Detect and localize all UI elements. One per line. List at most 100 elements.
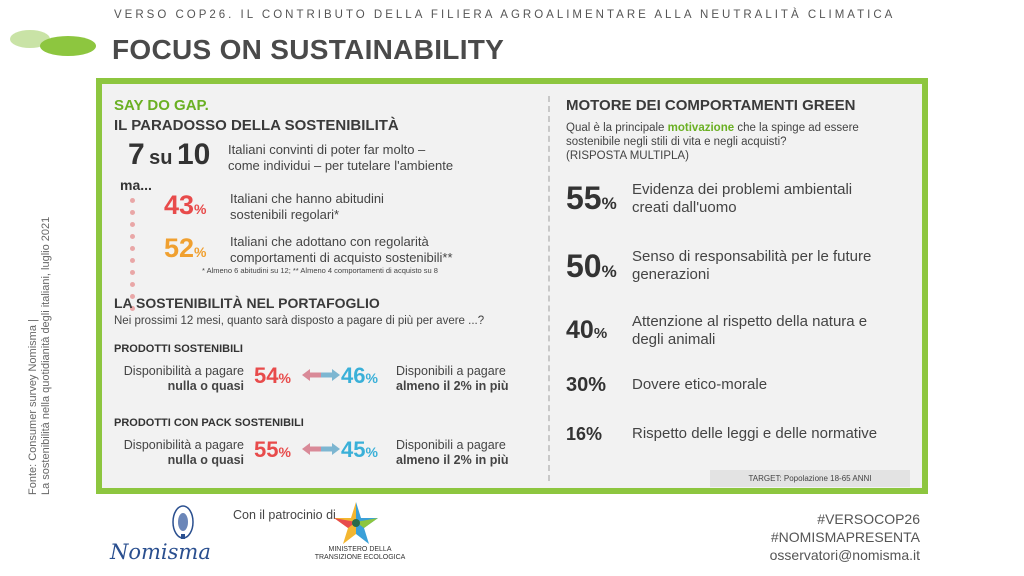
group1-right-value: 46 [341, 363, 366, 388]
group1-left-line1: Disponibilità a pagare [123, 364, 244, 378]
group1-right-line2: almeno il 2% in più [396, 379, 509, 393]
reason-3-percent: 40% [566, 316, 607, 345]
seven-of-ten-text: Italiani convinti di poter far molto – c… [228, 142, 453, 174]
nomisma-logo: Nomisma [110, 540, 211, 564]
reason-2-percent: 50% [566, 248, 617, 285]
content-panel [96, 78, 928, 494]
hashtag-versocop26[interactable]: #VERSOCOP26 [817, 511, 920, 527]
group2-left-line2: nulla o quasi [167, 453, 244, 467]
purchases-text-2: comportamenti di acquisto sostenibili** [230, 250, 453, 265]
question-highlight: motivazione [667, 122, 735, 134]
reason-5-text: Rispetto delle leggi e delle normative [632, 425, 878, 442]
reason-4-percent: 30% [566, 374, 607, 396]
group2-right-value: 45 [341, 437, 366, 462]
habits-text: Italiani che hanno abitudini sostenibili… [230, 191, 384, 223]
group-title-pack: PRODOTTI CON PACK SOSTENIBILI [114, 417, 304, 429]
group1-left-line2: nulla o quasi [167, 379, 244, 393]
drivers-question: Qual è la principale motivazione che la … [566, 121, 859, 163]
reason-1-unit: % [601, 194, 617, 213]
group1-right-line1: Disponibili a pagare [396, 364, 506, 378]
question-pre: Qual è la principale [566, 122, 668, 134]
say-do-gap-heading: SAY DO GAP. [114, 97, 209, 114]
habits-text-1: Italiani che hanno abitudini [230, 191, 384, 206]
purchases-text: Italiani che adottano con regolarità com… [230, 234, 453, 266]
group2-left-unit: % [278, 444, 291, 460]
purchases-value: 52 [164, 233, 195, 263]
seven-of-ten-stat: 7 su 10 [128, 138, 210, 172]
reason-2-line1: Senso di responsabilità per le future [632, 248, 872, 265]
question-post: che la spinge ad essere [734, 122, 859, 134]
reason-1-line2: creati dall'uomo [632, 199, 737, 216]
reason-1-text: Evidenza dei problemi ambientali creati … [632, 181, 852, 217]
reason-2-text: Senso di responsabilità per le future ge… [632, 248, 871, 284]
green-drivers-heading: MOTORE DEI COMPORTAMENTI GREEN [566, 97, 856, 114]
target-label: TARGET: Popolazione 18-65 ANNI [710, 470, 910, 487]
reason-2-line2: generazioni [632, 266, 710, 283]
source-line-1: Fonte: Consumer survey Nomisma | [27, 319, 39, 495]
question-line3: (RISPOSTA MULTIPLA) [566, 150, 689, 162]
stat-text-1: Italiani convinti di poter far molto – [228, 142, 426, 157]
group2-right-line2: almeno il 2% in più [396, 453, 509, 467]
stat-su: su [149, 147, 173, 169]
reason-3-value: 40 [566, 316, 594, 344]
page-title: FOCUS ON SUSTAINABILITY [112, 34, 505, 65]
nomisma-emblem-icon [170, 504, 196, 545]
habits-text-2: sostenibili regolari* [230, 207, 340, 222]
group1-left-value: 54 [254, 363, 279, 388]
group2-right-line1: Disponibili a pagare [396, 438, 506, 452]
contact-email-link[interactable]: osservatori@nomisma.it [769, 547, 920, 563]
dotted-connector [130, 198, 136, 318]
group2-left-line1: Disponibilità a pagare [123, 438, 244, 452]
group2-right-unit: % [365, 444, 378, 460]
habits-percent: 43% [164, 190, 207, 221]
double-arrow-icon [302, 442, 340, 461]
reason-3-text: Attenzione al rispetto della natura e de… [632, 313, 867, 349]
reason-1-line1: Evidenza dei problemi ambientali [632, 181, 853, 198]
panel-divider [548, 96, 550, 481]
reason-2-value: 50 [566, 248, 602, 284]
group1-right-label: Disponibili a pagare almeno il 2% in più [396, 364, 509, 394]
purchases-percent: 52% [164, 233, 207, 264]
group-title-sustainable: PRODOTTI SOSTENIBILI [114, 343, 243, 355]
source-line-2: La sostenibilità nella quotidianità degl… [40, 216, 52, 495]
group2-right-percent: 45% [341, 437, 378, 463]
stat-seven: 7 [128, 138, 145, 171]
group1-left-label: Disponibilità a pagare nulla o quasi [114, 364, 244, 394]
ministry-name: MINISTERO DELLA TRANSIZIONE ECOLOGICA [300, 546, 420, 562]
double-arrow-icon [302, 368, 340, 387]
reason-2-unit: % [601, 262, 617, 281]
reason-4-text: Dovere etico-morale [632, 376, 768, 393]
reason-3-line1: Attenzione al rispetto della natura e [632, 313, 868, 330]
group2-left-label: Disponibilità a pagare nulla o quasi [114, 438, 244, 468]
group1-left-percent: 54% [254, 363, 291, 389]
group2-left-percent: 55% [254, 437, 291, 463]
purchases-text-1: Italiani che adottano con regolarità [230, 234, 429, 249]
group2-left-value: 55 [254, 437, 279, 462]
patrocinio-label: Con il patrocinio di [233, 508, 336, 522]
purchases-unit: % [194, 244, 207, 260]
paradox-heading: IL PARADOSSO DELLA SOSTENIBILITÀ [114, 117, 399, 134]
reason-1-value: 55 [566, 180, 602, 216]
stat-text-2: come individui – per tutelare l'ambiente [228, 158, 454, 173]
habits-value: 43 [164, 190, 195, 220]
ma-label: ma... [120, 177, 152, 193]
group1-right-percent: 46% [341, 363, 378, 389]
group2-right-label: Disponibili a pagare almeno il 2% in più [396, 438, 509, 468]
reason-3-line2: degli animali [632, 331, 716, 348]
header-kicker: VERSO COP26. IL CONTRIBUTO DELLA FILIERA… [114, 9, 896, 21]
portfolio-heading: LA SOSTENIBILITÀ NEL PORTAFOGLIO [114, 295, 380, 311]
reason-1-percent: 55% [566, 180, 617, 217]
ministry-line2: TRANSIZIONE ECOLOGICA [314, 554, 406, 561]
brand-leaf-icon [8, 26, 98, 67]
footer-tags: #VERSOCOP26 #NOMISMAPRESENTA osservatori… [770, 510, 920, 564]
ministry-line1: MINISTERO DELLA [328, 546, 392, 553]
source-note: Fonte: Consumer survey Nomisma | La sost… [27, 125, 53, 495]
stat-ten: 10 [176, 138, 211, 171]
reason-3-unit: % [593, 325, 608, 342]
group1-left-unit: % [278, 370, 291, 386]
ministry-star-icon [330, 500, 382, 551]
hashtag-nomismapresenta[interactable]: #NOMISMAPRESENTA [770, 529, 920, 545]
question-line2: sostenibile negli stili di vita e negli … [566, 136, 787, 148]
group1-right-unit: % [365, 370, 378, 386]
footnote: * Almeno 6 abitudini su 12; ** Almeno 4 … [202, 266, 438, 275]
